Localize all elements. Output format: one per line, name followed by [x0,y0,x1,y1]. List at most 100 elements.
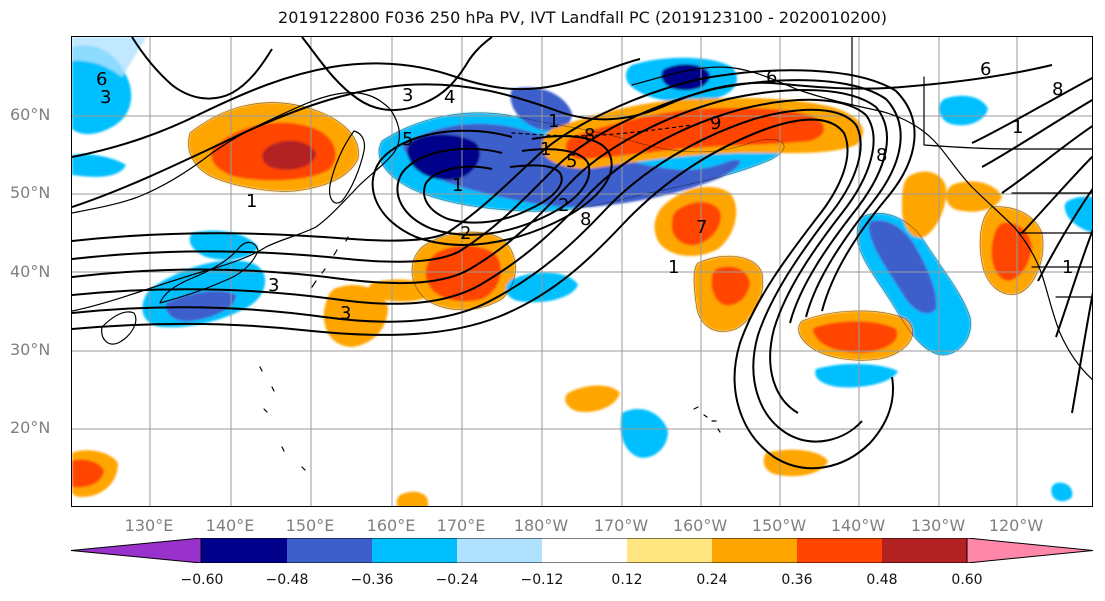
anomaly-region-central-red [425,245,501,302]
colorbar-bin [797,538,882,563]
map-title: 2019122800 F036 250 hPa PV, IVT Landfall… [278,8,887,27]
anomaly-region-bering-blue [510,87,572,131]
colorbar-frame [200,538,968,563]
contour-loop-3 [423,164,563,224]
contour-label: 1 [540,139,551,160]
latitude-label: 30°N [10,340,51,359]
contour-label: 7 [696,217,707,238]
graticule [72,37,1092,506]
anomaly-region-bc-orange [902,171,947,238]
contour-label: 5 [402,129,413,150]
colorbar-tick-label: 0.48 [866,572,898,588]
map-svg: 6 6 6 3 4 1 8 9 5 5 1 2 3 8 1 2 1 7 3 8 … [72,37,1092,506]
contour-label: 8 [1052,79,1063,100]
anomaly-region-tropical-red [72,459,104,488]
aleutian-chain [511,124,693,137]
latitude-label: 20°N [10,418,51,437]
anomaly-region-east-blue [815,363,898,388]
longitude-label: 150°E [285,516,335,535]
contour-loop-2 [396,147,591,236]
state-border-1 [1011,192,1092,298]
anomaly-region-bottom-orange [396,491,428,506]
contour-label: 8 [876,145,887,166]
contour-label: 1 [668,257,679,278]
colorbar-bin [457,538,542,563]
contour-label: 9 [710,113,721,134]
longitude-label: 170°E [436,516,486,535]
contour-line-3 [72,98,875,414]
contour-line-6 [72,69,916,312]
contour-label: 6 [980,59,991,80]
contour-label: 3 [268,275,279,296]
anomaly-region-japan-royalblue [165,290,236,322]
alaska-coastline [631,66,1092,380]
longitude-label: 130°E [124,516,174,535]
longitude-label: 150°W [751,516,807,535]
colorbar-bin [882,538,967,563]
colorbar-bin [627,538,712,563]
anomaly-region-okhotsk-darkred [262,140,316,170]
colorbar-left-arrow [71,538,202,563]
latitude-label: 50°N [10,183,51,202]
contour-label: 3 [402,85,413,106]
contour-trough-4 [1021,155,1092,234]
colorbar-tick-label: 0.60 [951,572,983,588]
anomaly-region-southwest-orange-2 [368,279,432,302]
contour-label: 4 [444,87,455,108]
contour-trough-2 [981,99,1092,168]
contour-outer-3 [301,37,493,112]
colorbar-tick-label: −0.48 [265,572,309,588]
colorbar-bin [712,538,797,563]
contour-trough-6 [1055,229,1092,338]
contour-label: 8 [584,125,595,146]
anomaly-region-hawaii-red [711,266,750,306]
longitude-label: 170°W [593,516,649,535]
colorbar-tick-label: 0.24 [696,572,728,588]
colorbar-right-arrow [966,538,1093,563]
contour-line-5 [72,79,902,318]
contour-label: 3 [340,303,351,324]
longitude-label: 140°E [205,516,255,535]
contour-label: 3 [100,87,111,108]
anomaly-region-canada-blue [939,95,988,126]
colorbar-tick-label: −0.12 [520,572,564,588]
latitude-label: 60°N [10,105,51,124]
anomaly-region-upperleft-lightblue [72,154,126,177]
hawaii-islands [693,406,721,433]
colorbar-tick-label: −0.24 [435,572,479,588]
anomaly-region-gulfalaska-royalblue [868,220,937,314]
colorbar [71,538,1093,563]
contour-label: 6 [766,67,777,88]
longitude-label: 160°W [672,516,728,535]
colorbar-bin [201,538,287,563]
contour-label: 1 [1062,257,1073,278]
anomaly-region-bering-navy [661,64,710,91]
colorbar-tick-label: −0.36 [350,572,394,588]
colorbar-tick-label: −0.60 [180,572,224,588]
contour-label-layer: 6 6 6 3 4 1 8 9 5 5 1 2 3 8 1 2 1 7 3 8 … [96,59,1073,324]
anomaly-region-east-red [813,321,898,353]
pv-contours [72,37,1092,470]
contour-line-2 [72,108,863,443]
contour-label: 1 [1012,117,1023,138]
contour-label: 5 [566,151,577,172]
anomaly-region-bottom-right-blue [1051,482,1073,502]
anomaly-region-upperleft-pale [72,37,147,77]
contour-label: 1 [548,111,559,132]
anomaly-region-south-blue [620,409,668,458]
colorbar-tick-label: 0.12 [611,572,643,588]
longitude-label: 180°W [513,516,569,535]
kamchatka-coastline [329,130,366,204]
contour-trough-7 [1071,292,1092,414]
longitude-label: 120°W [988,516,1044,535]
contour-label: 1 [452,175,463,196]
anomaly-region-rightedge-blue [1064,196,1092,233]
anomaly-region-south-orange-2 [565,385,620,413]
anomaly-outline-layer [188,102,1044,361]
anomaly-region-midpacific-red [671,202,721,246]
map-panel: 6 6 6 3 4 1 8 9 5 5 1 2 3 8 1 2 1 7 3 8 … [71,36,1093,507]
colorbar-tick-label: 0.36 [781,572,813,588]
contour-outer-4 [131,37,273,100]
contour-trough-5 [1037,188,1092,282]
japan-coastline [159,241,259,304]
